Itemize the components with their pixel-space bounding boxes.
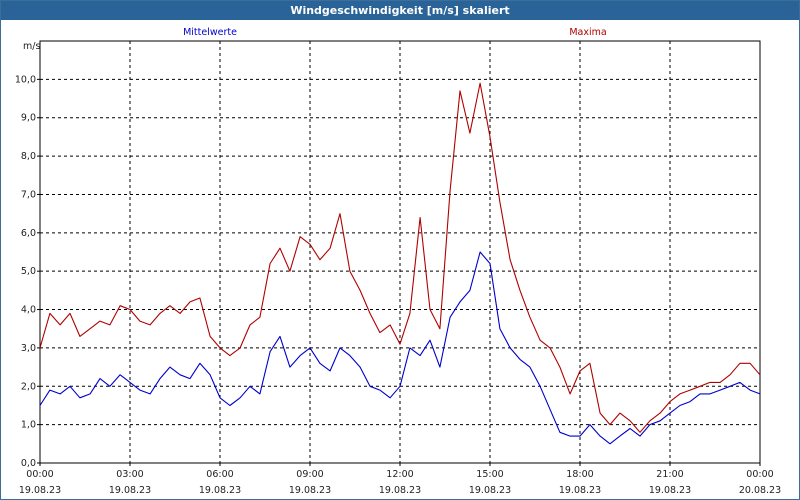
- y-tick-label: 0,0: [21, 458, 36, 469]
- x-tick-time: 21:00: [656, 469, 683, 480]
- y-tick-label: 8,0: [21, 151, 36, 162]
- x-tick-time: 00:00: [26, 469, 53, 480]
- x-tick-time: 15:00: [476, 469, 503, 480]
- y-tick-label: 2,0: [21, 381, 36, 392]
- y-tick-label: 3,0: [21, 343, 36, 354]
- x-tick-date: 19.08.23: [559, 485, 601, 496]
- x-tick-time: 00:00: [746, 469, 773, 480]
- x-tick-time: 06:00: [206, 469, 233, 480]
- legend-mittelwerte: Mittelwerte: [183, 27, 237, 38]
- series-line-maxima: [39, 82, 761, 433]
- legend-maxima: Maxima: [569, 27, 606, 38]
- x-tick-date: 19.08.23: [109, 485, 151, 496]
- y-tick-label: 1,0: [21, 420, 36, 431]
- x-tick-date: 19.08.23: [19, 485, 61, 496]
- x-tick-date: 20.08.23: [739, 485, 781, 496]
- x-tick-date: 19.08.23: [199, 485, 241, 496]
- x-tick-date: 19.08.23: [469, 485, 511, 496]
- x-tick-date: 19.08.23: [289, 485, 331, 496]
- x-tick-date: 19.08.23: [379, 485, 421, 496]
- y-tick-label: 4,0: [21, 305, 36, 316]
- series-line-mittelwerte: [39, 251, 761, 445]
- x-tick-time: 18:00: [566, 469, 593, 480]
- x-tick-time: 09:00: [296, 469, 323, 480]
- chart-title: Windgeschwindigkeit [m/s] skaliert: [1, 1, 799, 20]
- y-tick-label: 7,0: [21, 189, 36, 200]
- x-tick-date: 19.08.23: [649, 485, 691, 496]
- y-tick-label: 10,0: [15, 74, 36, 85]
- x-tick-time: 12:00: [386, 469, 413, 480]
- y-tick-label: 5,0: [21, 266, 36, 277]
- x-tick-time: 03:00: [116, 469, 143, 480]
- y-axis-label: m/s: [23, 41, 40, 52]
- y-tick-label: 6,0: [21, 228, 36, 239]
- y-tick-label: 9,0: [21, 113, 36, 124]
